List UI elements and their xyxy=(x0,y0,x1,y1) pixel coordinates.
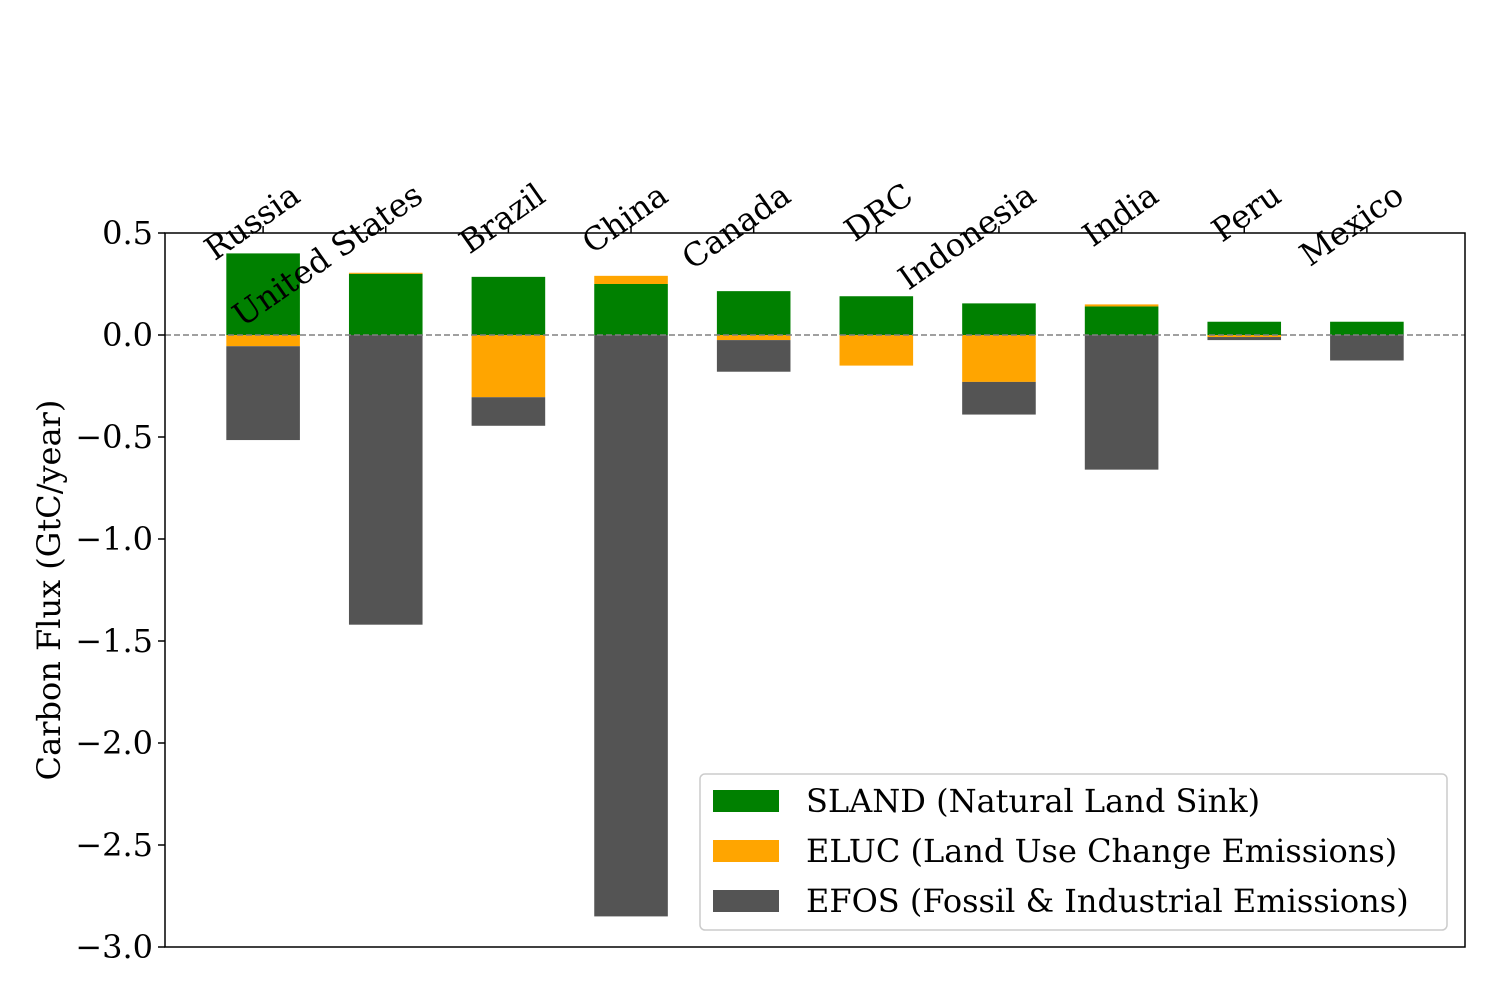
bar-efos-india xyxy=(1084,335,1159,470)
legend-label-efos: EFOS (Fossil & Industrial Emissions) xyxy=(806,882,1409,920)
bar-efos-mexico xyxy=(1330,335,1404,361)
bar-efos-canada xyxy=(716,340,791,372)
bar-eluc-peru xyxy=(1207,335,1282,338)
x-tick-label-china: China xyxy=(575,175,675,261)
bar-efos-china xyxy=(594,335,668,917)
y-tick-label: −1.5 xyxy=(75,622,153,660)
bar-efos-russia xyxy=(226,346,300,441)
bar-sland-indonesia xyxy=(962,303,1036,335)
bar-sland-china xyxy=(594,284,668,335)
bar-eluc-russia xyxy=(226,335,300,347)
x-tick-label-mexico: Mexico xyxy=(1293,175,1411,273)
bar-eluc-brazil xyxy=(471,335,546,398)
y-tick-label: 0.5 xyxy=(102,214,153,252)
y-tick-label: −0.5 xyxy=(75,418,153,456)
bar-sland-brazil xyxy=(471,276,546,335)
legend-swatch-efos xyxy=(713,890,779,912)
x-tick-label-drc: DRC xyxy=(837,175,920,249)
bar-efos-brazil xyxy=(471,397,546,426)
legend-label-eluc: ELUC (Land Use Change Emissions) xyxy=(806,832,1397,870)
x-tick-label-peru: Peru xyxy=(1205,175,1288,249)
legend: SLAND (Natural Land Sink) ELUC (Land Use … xyxy=(699,773,1448,931)
bar-sland-peru xyxy=(1207,321,1282,335)
bar-sland-russia xyxy=(226,253,300,335)
bar-efos-indonesia xyxy=(962,381,1036,415)
y-tick-label: −2.5 xyxy=(75,826,153,864)
bar-sland-united-states xyxy=(348,273,423,335)
y-tick-label: −2.0 xyxy=(75,724,153,762)
y-axis-label: Carbon Flux (GtC/year) xyxy=(30,400,68,781)
bar-sland-india xyxy=(1084,306,1159,335)
y-axis: 0.5 0.0 −0.5 −1.0 −1.5 −2.0 −2.5 −3.0 xyxy=(75,214,165,966)
legend-swatch-sland xyxy=(713,790,779,812)
y-tick-label: −1.0 xyxy=(75,520,153,558)
bar-efos-peru xyxy=(1207,337,1282,341)
bar-eluc-india xyxy=(1084,304,1159,307)
bars-layer xyxy=(226,253,1404,917)
x-tick-label-india: India xyxy=(1075,175,1165,254)
bar-eluc-indonesia xyxy=(962,335,1036,382)
bar-eluc-china xyxy=(594,275,668,284)
x-tick-label-canada: Canada xyxy=(675,175,797,277)
y-tick-label: −3.0 xyxy=(75,928,153,966)
bar-efos-united-states xyxy=(348,335,423,625)
legend-box xyxy=(699,773,1448,931)
y-tick-label: 0.0 xyxy=(102,316,153,354)
bar-eluc-canada xyxy=(716,335,791,341)
bar-sland-canada xyxy=(716,291,791,335)
bar-sland-drc xyxy=(839,296,914,335)
plot-frame xyxy=(164,232,1466,948)
legend-label-sland: SLAND (Natural Land Sink) xyxy=(806,782,1260,820)
bar-eluc-drc xyxy=(839,335,914,366)
bar-sland-mexico xyxy=(1330,321,1404,335)
x-tick-label-brazil: Brazil xyxy=(452,175,552,261)
bar-eluc-united-states xyxy=(348,272,423,274)
legend-swatch-eluc xyxy=(713,840,779,862)
x-tick-label-indonesia: Indonesia xyxy=(891,175,1042,297)
